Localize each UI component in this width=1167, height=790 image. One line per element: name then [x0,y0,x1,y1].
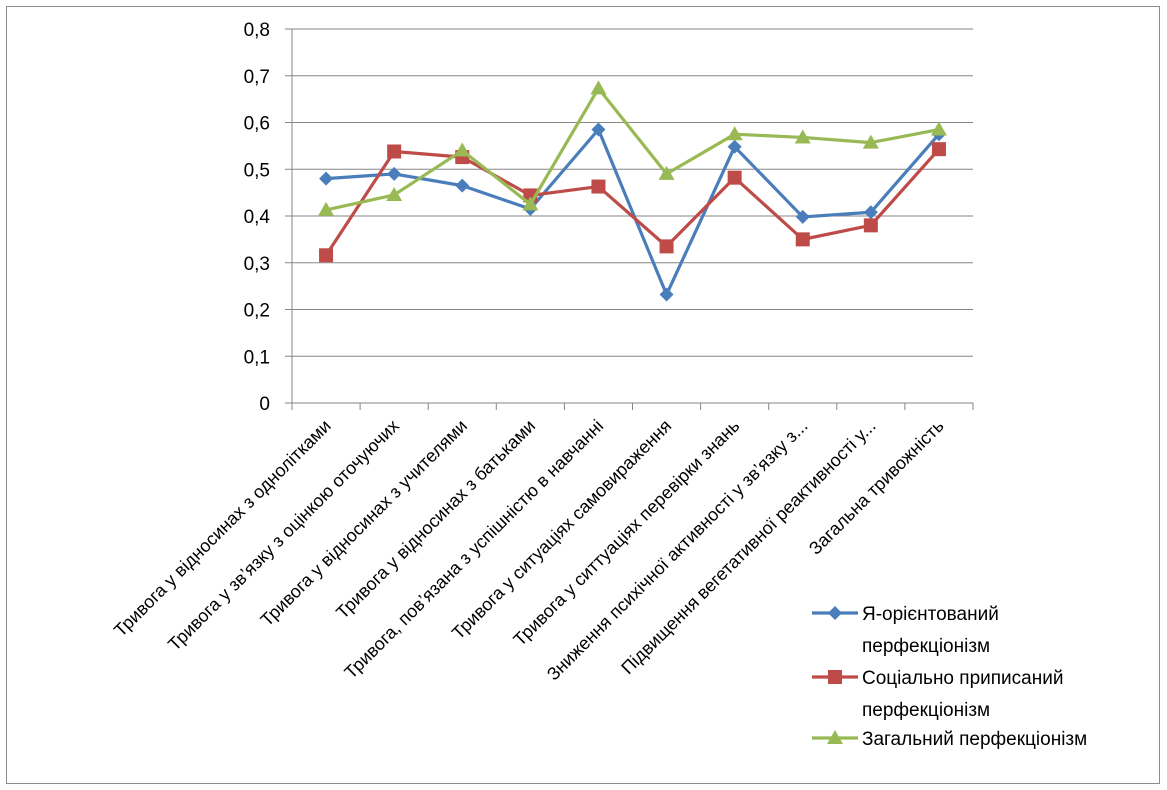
data-point-series-1 [387,166,402,181]
x-tick-label: Підвищення вегетативної реактивності у..… [617,416,879,678]
x-tick-label: Тривога, пов’язана з успішністю в навчан… [340,416,607,683]
y-tick-label: 0,8 [244,20,270,41]
data-point-series-3 [794,129,811,144]
y-tick-label: 0,5 [244,160,270,181]
data-point-series-2 [727,170,742,185]
data-point-series-1 [863,205,878,220]
series-line-1 [325,127,941,297]
legend-label-1: перфекціонізм [862,636,990,657]
data-point-series-1 [727,139,742,154]
legend-label-1: Я-орієнтований [862,604,999,625]
y-tick-label: 0,6 [244,114,270,135]
x-tick-label: Загальна тривожність [805,416,948,559]
legend-marker-3 [827,730,843,744]
data-point-series-2 [591,179,606,194]
data-point-series-3 [454,142,471,157]
data-point-series-1 [659,287,674,302]
data-point-series-2 [387,144,402,159]
data-point-series-1 [591,122,606,137]
x-tick-label: Зниження психічної активності у зв’язку … [543,416,812,685]
y-tick-label: 0,4 [244,207,271,228]
y-tick-label: 0,1 [244,347,270,368]
y-tick-label: 0,7 [244,67,270,88]
legend-marker-2 [828,670,842,684]
data-point-series-3 [522,196,539,211]
y-tick-label: 0,3 [244,254,270,275]
legend-label-2: перфекціонізм [862,700,990,721]
series-line-2 [324,148,941,257]
legend-marker-1 [828,606,842,620]
data-point-series-2 [863,218,878,233]
data-point-series-3 [590,80,607,95]
data-point-series-3 [658,165,675,180]
series-line-3 [325,86,940,212]
data-point-series-3 [930,121,947,136]
y-tick-label: 0 [259,394,270,415]
chart-frame [6,6,1160,784]
data-point-series-3 [318,201,335,216]
data-point-series-1 [319,171,334,186]
data-point-series-2 [931,142,946,157]
data-point-series-1 [795,209,810,224]
data-point-series-1 [455,178,470,193]
legend-label-3: Загальний перфекціонізм [862,729,1087,750]
y-tick-label: 0,2 [244,301,270,322]
data-point-series-2 [659,239,674,254]
data-point-series-2 [319,248,334,263]
data-point-series-3 [726,126,743,141]
data-point-series-3 [386,186,403,201]
data-point-series-2 [795,232,810,247]
legend-label-2: Соціально приписаний [862,668,1063,689]
data-point-series-3 [862,134,879,149]
